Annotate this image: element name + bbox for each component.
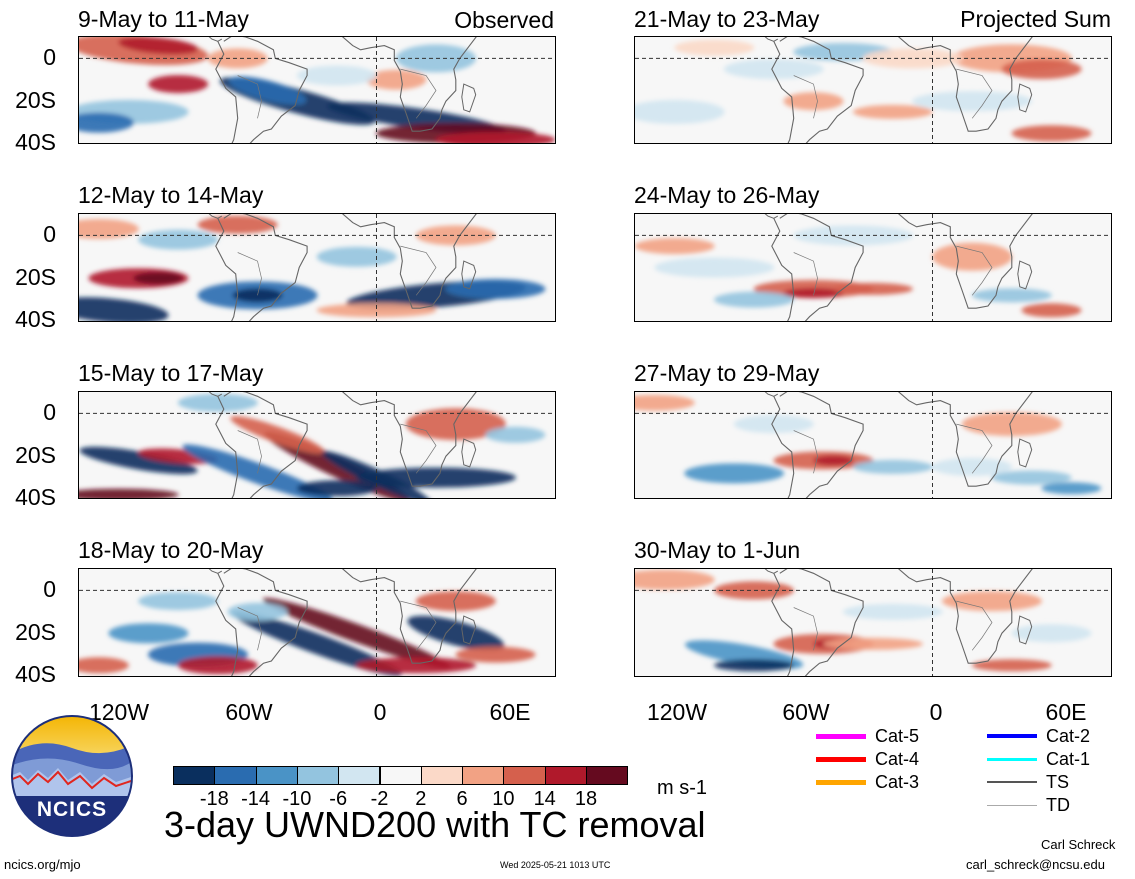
projected-sum-label: Projected Sum (960, 6, 1111, 32)
map-panel-observed-3 (78, 391, 556, 499)
map-panel-observed-4 (78, 568, 556, 677)
panel-title-4: 18-May to 20-May (78, 537, 264, 563)
colorbar-tick-label: 10 (492, 788, 515, 810)
map-panel-observed-1 (78, 36, 556, 144)
panel-title-8: 30-May to 1-Jun (634, 537, 801, 563)
panel-title-6: 24-May to 26-May (634, 182, 820, 208)
panel-title-2: 12-May to 14-May (78, 182, 264, 208)
legend-line-cat-1 (987, 758, 1037, 761)
footer-timestamp: Wed 2025-05-21 1013 UTC (500, 860, 611, 870)
colorbar-tick-label: 18 (574, 788, 598, 810)
colorbar-swatch (462, 766, 505, 785)
legend-label-cat-1: Cat-1 (1046, 749, 1091, 769)
x-tick-60e-left: 60E (489, 699, 531, 725)
colorbar-swatch (338, 766, 381, 785)
colorbar-swatch (586, 766, 629, 785)
main-title: 3-day UWND200 with TC removal (164, 804, 706, 845)
colorbar-swatch (379, 766, 422, 785)
colorbar-tick-label: -10 (282, 788, 312, 810)
y-tick-40s-panel4: 40S (15, 661, 56, 687)
colorbar-tick-label: 6 (456, 788, 468, 810)
colorbar-tick-label: -18 (199, 788, 229, 810)
x-tick-120w-right: 120W (646, 699, 708, 725)
x-tick-60w-right: 60W (782, 699, 830, 725)
y-tick-0-panel1: 0 (43, 44, 56, 70)
logo-text: NCICS (36, 798, 108, 821)
legend-label-cat-5: Cat-5 (875, 726, 920, 746)
ncics-logo: NCICS (10, 714, 134, 838)
legend-line-ts (987, 781, 1037, 783)
map-panel-projected-1 (634, 36, 1112, 144)
x-tick-120w-left: 120W (88, 699, 150, 725)
colorbar-swatch (420, 766, 464, 785)
map-panel-observed-2 (78, 213, 556, 322)
map-panel-projected-4 (634, 568, 1112, 677)
y-tick-0-panel4: 0 (43, 576, 56, 602)
x-tick-60e-right: 60E (1045, 699, 1087, 725)
colorbar-swatch (503, 766, 546, 785)
x-tick-60w-left: 60W (225, 699, 273, 725)
colorbar-swatch (173, 766, 216, 785)
colorbar-tick-label: 2 (415, 788, 427, 810)
footer-url: ncics.org/mjo (4, 857, 81, 872)
panel-title-5: 21-May to 23-May (634, 6, 820, 32)
legend-line-td (987, 805, 1037, 806)
y-tick-20s-panel1: 20S (15, 87, 56, 113)
x-tick-0-right: 0 (929, 699, 943, 725)
map-panel-projected-3 (634, 391, 1112, 499)
colorbar-swatch (214, 766, 257, 785)
legend-line-cat-5 (816, 734, 866, 739)
legend-label-cat-2: Cat-2 (1046, 726, 1091, 746)
footer-author: Carl Schreck (1041, 837, 1116, 852)
colorbar-swatch (544, 766, 587, 785)
y-tick-0-panel3: 0 (43, 399, 56, 425)
panel-title-1: 9-May to 11-May (78, 6, 249, 32)
colorbar-units: m s-1 (657, 777, 707, 799)
legend-line-cat-2 (987, 734, 1037, 738)
colorbar-tick-label: 14 (533, 788, 556, 810)
y-tick-0-panel2: 0 (43, 221, 56, 247)
legend-label-cat-3: Cat-3 (875, 772, 920, 792)
footer-email: carl_schreck@ncsu.edu (966, 857, 1105, 872)
colorbar-swatch (255, 766, 298, 785)
y-tick-20s-panel2: 20S (15, 264, 56, 290)
panel-title-3: 15-May to 17-May (78, 360, 264, 386)
panel-title-7: 27-May to 29-May (634, 360, 820, 386)
legend-label-ts: TS (1046, 772, 1070, 792)
legend-line-cat-3 (816, 780, 866, 785)
legend-line-cat-4 (816, 757, 866, 762)
colorbar-swatch (296, 766, 340, 785)
y-tick-40s-panel2: 40S (15, 306, 56, 332)
colorbar-tick-label: -2 (370, 788, 389, 810)
y-tick-40s-panel3: 40S (15, 484, 56, 510)
legend-label-cat-4: Cat-4 (875, 749, 920, 769)
map-panel-projected-2 (634, 213, 1112, 322)
y-tick-40s-panel1: 40S (15, 129, 56, 155)
observed-label: Observed (454, 7, 554, 33)
x-tick-0-left: 0 (373, 699, 387, 725)
colorbar-tick-label: -14 (241, 788, 271, 810)
colorbar-tick-label: -6 (329, 788, 348, 810)
y-tick-20s-panel3: 20S (15, 442, 56, 468)
y-tick-20s-panel4: 20S (15, 619, 56, 645)
legend-label-td: TD (1046, 795, 1070, 815)
